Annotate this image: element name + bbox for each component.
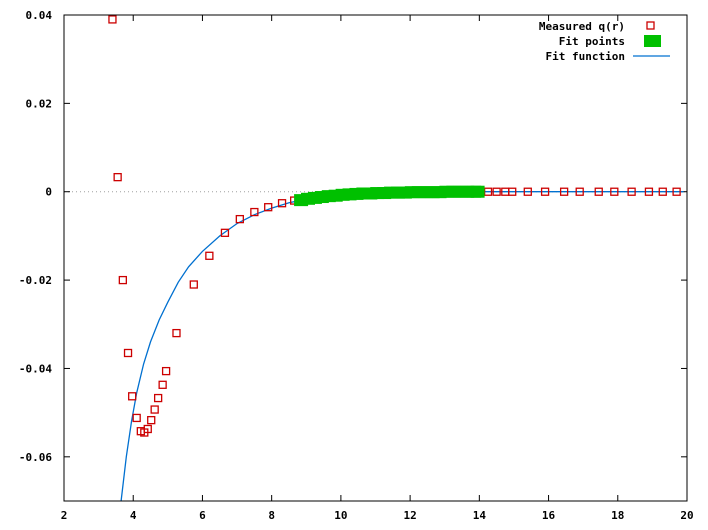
- legend: Measured q(r) Fit points Fit function: [539, 20, 670, 63]
- measured-point: [508, 187, 517, 196]
- x-tick-label: 12: [403, 509, 416, 522]
- x-tick-label: 2: [61, 509, 68, 522]
- x-tick-label: 10: [334, 509, 347, 522]
- measured-point: [610, 187, 619, 196]
- measured-point: [172, 328, 181, 338]
- y-tick-label: 0: [45, 186, 52, 199]
- measured-point: [161, 366, 171, 376]
- measured-point: [250, 207, 259, 217]
- measured-point: [189, 280, 198, 289]
- measured-point: [132, 413, 141, 423]
- legend-label-fit-function: Fit function: [546, 50, 625, 63]
- legend-marker-fit-points: [644, 35, 661, 47]
- y-tick-label: -0.04: [19, 362, 52, 375]
- plot-area: 2 4 6 8 10 12 14 16 18 20 0.04 0.02 0 -0.02 -0.04 -0.06: [19, 9, 694, 522]
- measured-point: [277, 199, 287, 208]
- x-tick-label: 20: [680, 509, 693, 522]
- fit-point: [470, 185, 485, 198]
- measured-point: [559, 187, 569, 196]
- x-tick-label: 4: [130, 509, 137, 522]
- measured-point: [627, 187, 636, 196]
- y-tick-label: 0.04: [26, 9, 53, 22]
- x-tick-label: 8: [268, 509, 275, 522]
- measured-point: [220, 228, 230, 237]
- measured-point: [128, 392, 137, 401]
- x-tick-label: 18: [611, 509, 624, 522]
- measured-point: [143, 424, 152, 434]
- measured-point: [235, 214, 244, 224]
- y-tick-label: -0.06: [19, 451, 52, 464]
- measured-point: [658, 187, 667, 196]
- measured-point: [150, 405, 159, 414]
- measured-point: [113, 172, 122, 182]
- measured-point: [153, 393, 163, 403]
- measured-point: [205, 251, 214, 260]
- legend-label-fit-points: Fit points: [559, 35, 625, 48]
- measured-point: [492, 187, 501, 196]
- plot-frame: [63, 14, 688, 502]
- measured-point: [523, 187, 532, 196]
- measured-point: [123, 348, 133, 358]
- y-tick-label: 0.02: [26, 97, 53, 110]
- measured-point: [118, 275, 127, 285]
- measured-point: [672, 187, 681, 196]
- x-tick-label: 16: [542, 509, 556, 522]
- x-tick-label: 14: [473, 509, 487, 522]
- measured-point: [264, 203, 273, 212]
- y-tick-label: -0.02: [19, 274, 52, 287]
- legend-label-measured: Measured q(r): [539, 20, 625, 33]
- measured-point: [147, 415, 156, 425]
- measured-point: [575, 187, 584, 196]
- fit-function-line: [120, 191, 684, 501]
- measured-point: [540, 187, 550, 196]
- measured-point: [594, 187, 603, 196]
- x-tick-label: 6: [199, 509, 206, 522]
- measured-point: [158, 380, 167, 389]
- measured-point: [644, 187, 654, 196]
- legend-marker-measured: [646, 21, 655, 30]
- measured-point: [108, 15, 117, 24]
